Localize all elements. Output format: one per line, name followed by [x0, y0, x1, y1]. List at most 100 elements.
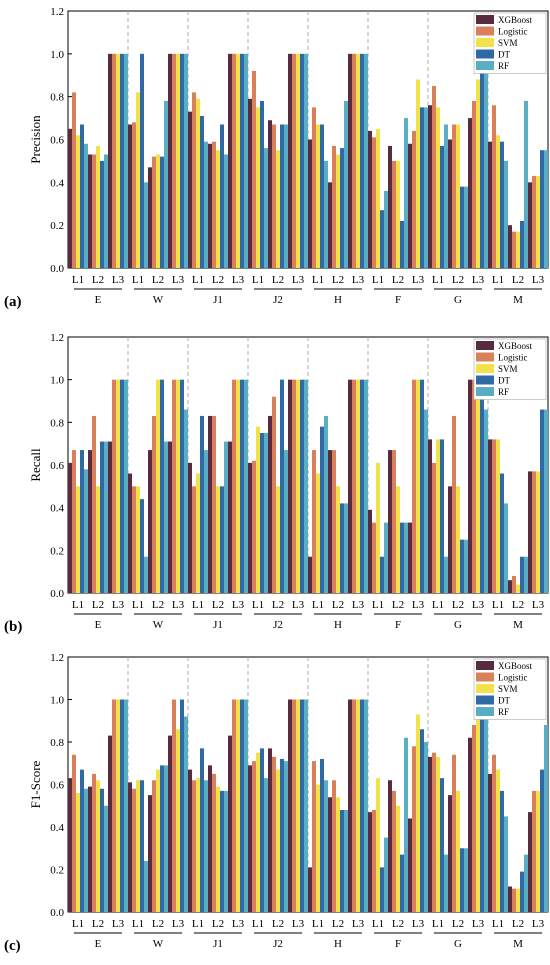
y-axis-label: Recall	[28, 448, 43, 482]
bar-svm-h-l1	[316, 784, 320, 912]
bar-logistic-h-l2	[332, 145, 336, 268]
bar-rf-m-l1	[504, 816, 508, 912]
bar-logistic-g-l2	[452, 124, 456, 268]
bar-logistic-h-l1	[312, 450, 316, 593]
bar-svm-m-l3	[536, 175, 540, 268]
x-group-label: M	[513, 294, 523, 306]
legend-label: RF	[498, 61, 509, 71]
x-sub-label: L2	[152, 918, 164, 930]
bar-logistic-e-l1	[72, 754, 76, 912]
bar-svm-j1-l2	[216, 150, 220, 268]
bar-logistic-m-l3	[532, 175, 536, 268]
x-sub-label: L1	[192, 274, 204, 286]
bar-logistic-m-l2	[512, 888, 516, 912]
bar-xgboost-f-l1	[368, 509, 372, 593]
x-group-label: G	[454, 619, 462, 631]
x-sub-label: L1	[72, 918, 84, 930]
bar-dt-e-l3	[120, 699, 124, 912]
panel-label: (a)	[4, 294, 22, 310]
bar-svm-f-l2	[396, 160, 400, 268]
bar-svm-j2-l1	[256, 107, 260, 268]
bar-svm-e-l3	[116, 699, 120, 912]
bar-rf-j2-l1	[264, 433, 268, 593]
bar-rf-g-l3	[484, 716, 488, 912]
bar-dt-j1-l1	[200, 115, 204, 268]
bar-logistic-f-l3	[412, 379, 416, 593]
bar-svm-g-l1	[436, 756, 440, 912]
bar-dt-w-l3	[180, 53, 184, 269]
bar-svm-f-l3	[416, 79, 420, 269]
bar-dt-w-l2	[160, 379, 164, 593]
bar-svm-j2-l3	[296, 379, 300, 593]
bar-dt-m-l3	[540, 409, 544, 593]
x-sub-label: L2	[212, 918, 224, 930]
bar-svm-w-l1	[136, 92, 140, 268]
bar-svm-m-l1	[496, 769, 500, 912]
bar-xgboost-j1-l1	[188, 769, 192, 912]
bar-xgboost-f-l1	[368, 130, 372, 268]
y-tick-label: 0.8	[50, 92, 64, 104]
x-group-label: H	[334, 938, 342, 950]
panel-label: (c)	[4, 938, 21, 954]
bar-rf-w-l1	[144, 182, 148, 268]
bar-dt-m-l1	[500, 790, 504, 912]
bar-svm-w-l1	[136, 780, 140, 912]
bar-xgboost-m-l3	[528, 182, 532, 268]
x-sub-label: L2	[332, 599, 344, 611]
bar-logistic-j2-l3	[292, 699, 296, 912]
bar-dt-e-l1	[80, 124, 84, 268]
bar-logistic-e-l3	[112, 379, 116, 593]
x-sub-label: L1	[372, 599, 384, 611]
x-sub-label: L1	[492, 599, 504, 611]
bar-dt-w-l1	[140, 499, 144, 593]
bar-rf-j1-l1	[204, 780, 208, 912]
y-tick-label: 0.4	[50, 822, 64, 834]
bar-xgboost-j1-l1	[188, 111, 192, 269]
bar-dt-h-l1	[320, 124, 324, 268]
bar-logistic-w-l1	[132, 788, 136, 912]
bar-svm-m-l2	[516, 888, 520, 912]
bar-rf-e-l1	[84, 143, 88, 268]
bar-dt-h-l3	[360, 53, 364, 269]
x-sub-label: L1	[72, 599, 84, 611]
x-sub-label: L2	[152, 274, 164, 286]
bar-dt-e-l3	[120, 379, 124, 593]
bar-xgboost-h-l2	[328, 182, 332, 268]
bar-xgboost-g-l3	[468, 379, 472, 593]
bar-xgboost-g-l2	[448, 795, 452, 912]
bar-logistic-h-l1	[312, 761, 316, 912]
bar-rf-h-l2	[344, 810, 348, 912]
x-group-label: W	[153, 619, 164, 631]
bar-logistic-j1-l3	[232, 53, 236, 269]
bar-dt-m-l3	[540, 769, 544, 912]
bar-logistic-m-l2	[512, 231, 516, 268]
bar-xgboost-h-l2	[328, 450, 332, 593]
bar-logistic-j2-l1	[252, 460, 256, 593]
bar-dt-h-l2	[340, 810, 344, 912]
legend-label: DT	[498, 696, 510, 706]
bar-dt-f-l3	[420, 107, 424, 268]
bar-xgboost-e-l1	[68, 462, 72, 593]
legend-swatch-logistic	[476, 26, 494, 36]
bar-svm-h-l3	[356, 699, 360, 912]
bar-svm-j2-l3	[296, 53, 300, 269]
legend-swatch-logistic	[476, 672, 494, 682]
bar-logistic-j1-l3	[232, 699, 236, 912]
bar-logistic-w-l3	[172, 379, 176, 593]
bar-xgboost-h-l3	[348, 53, 352, 269]
bar-dt-m-l2	[520, 556, 524, 593]
bar-xgboost-e-l2	[88, 154, 92, 268]
legend-swatch-dt	[476, 49, 494, 59]
legend-swatch-rf	[476, 61, 494, 70]
x-sub-label: L2	[452, 918, 464, 930]
bar-xgboost-w-l1	[128, 473, 132, 593]
x-sub-label: L3	[472, 274, 485, 286]
x-sub-label: L3	[232, 274, 245, 286]
bar-xgboost-j1-l2	[208, 765, 212, 912]
bar-logistic-j1-l2	[212, 141, 216, 268]
bar-logistic-j2-l1	[252, 761, 256, 912]
bar-svm-g-l1	[436, 439, 440, 593]
y-tick-label: 0.0	[50, 588, 64, 600]
bar-rf-e-l3	[124, 699, 128, 912]
bar-logistic-g-l1	[432, 85, 436, 268]
